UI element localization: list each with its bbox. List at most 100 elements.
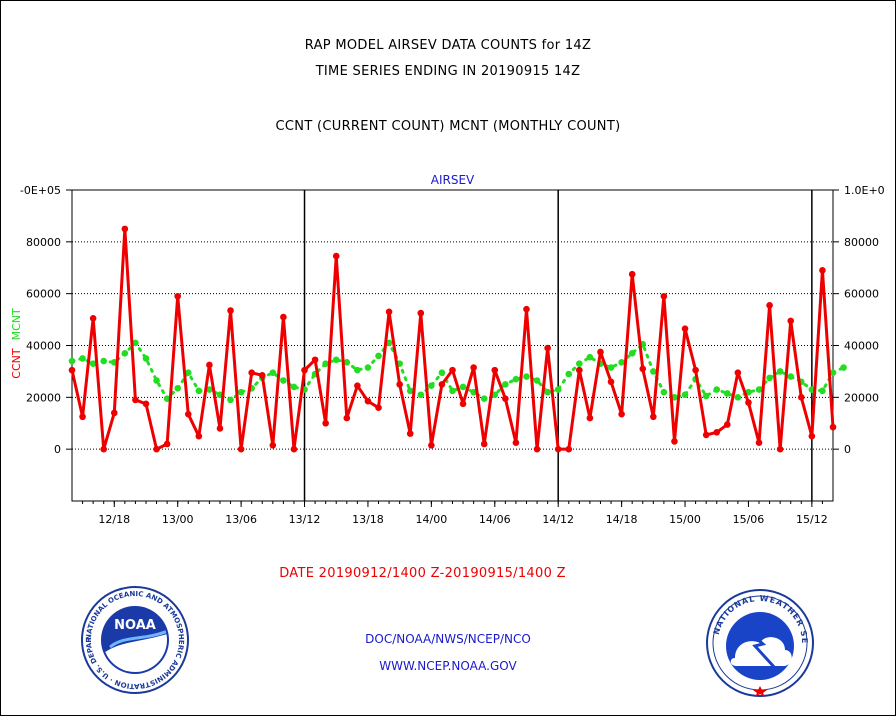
data-point-ccnt (68, 366, 76, 374)
data-point-ccnt (724, 421, 731, 428)
data-point-mcnt (121, 349, 129, 357)
data-point-mcnt (544, 388, 551, 396)
data-point-ccnt (280, 313, 287, 321)
x-tick-label: 15/06 (733, 513, 765, 526)
data-point-mcnt (438, 369, 446, 377)
y-axis-label-mcnt: MCNT (10, 308, 23, 340)
data-point-ccnt (639, 365, 647, 373)
data-point-ccnt (237, 445, 245, 453)
y-tick-label-left: 0 (54, 443, 61, 456)
data-point-ccnt (184, 410, 192, 418)
x-tick-label: 14/12 (542, 513, 574, 526)
data-point-ccnt (89, 314, 97, 322)
data-point-ccnt (364, 397, 372, 405)
noaa-logo: NATIONAL OCEANIC AND ATMOSPHERIC ADMINIS… (80, 585, 189, 694)
data-point-mcnt (480, 395, 488, 402)
chart-title-line1: RAP MODEL AIRSEV DATA COUNTS for 14Z (304, 38, 592, 53)
data-point-mcnt (776, 368, 784, 375)
data-point-ccnt (787, 317, 795, 325)
data-point-ccnt (797, 394, 805, 401)
data-point-mcnt (660, 388, 668, 396)
data-point-ccnt (227, 307, 234, 314)
data-point-ccnt (428, 441, 435, 449)
data-point-mcnt (322, 360, 329, 367)
data-point-mcnt (840, 364, 847, 371)
data-point-mcnt (184, 369, 192, 377)
chart-title-line3: CCNT (CURRENT COUNT) MCNT (MONTHLY COUNT… (275, 119, 621, 134)
y-axis-label-ccnt: CCNT (10, 348, 23, 379)
data-point-ccnt (311, 356, 319, 364)
x-tick-label: 14/18 (606, 513, 638, 526)
data-point-ccnt (417, 309, 425, 317)
data-point-mcnt (237, 388, 245, 396)
data-point-ccnt (79, 413, 86, 421)
data-point-mcnt (724, 390, 731, 397)
data-point-mcnt (512, 375, 520, 383)
data-point-mcnt (142, 355, 150, 362)
y-tick-label-left: 80000 (26, 236, 61, 249)
data-point-mcnt (428, 382, 435, 389)
data-point-ccnt (480, 440, 488, 448)
footer-url: WWW.NCEP.NOAA.GOV (379, 659, 517, 673)
data-point-ccnt (523, 305, 530, 313)
y-tick-label-right: 1.0E+0 (844, 184, 885, 197)
data-point-ccnt (491, 366, 499, 374)
data-point-mcnt (449, 387, 456, 395)
data-point-ccnt (100, 445, 108, 453)
data-point-mcnt (132, 339, 139, 347)
x-tick-label: 14/00 (416, 513, 448, 526)
data-point-ccnt (671, 438, 678, 445)
data-point-ccnt (396, 381, 403, 388)
data-point-mcnt (206, 386, 213, 393)
data-point-ccnt (829, 423, 837, 431)
x-tick-label: 13/06 (225, 513, 257, 526)
data-point-ccnt (163, 440, 171, 448)
data-point-ccnt (290, 445, 298, 453)
data-point-ccnt (438, 381, 446, 388)
data-point-mcnt (533, 377, 541, 384)
data-point-ccnt (449, 366, 456, 374)
noaa-logo-name: NOAA (114, 618, 156, 633)
data-point-ccnt (512, 439, 520, 446)
data-point-ccnt (650, 413, 657, 421)
data-point-ccnt (322, 419, 329, 427)
data-point-ccnt (755, 439, 763, 446)
data-point-ccnt (565, 445, 573, 453)
data-point-mcnt (829, 369, 837, 377)
data-point-mcnt (79, 355, 86, 362)
x-tick-label: 12/18 (98, 513, 130, 526)
data-point-mcnt (375, 352, 382, 360)
data-point-ccnt (597, 348, 604, 356)
data-point-mcnt (755, 386, 763, 393)
data-point-ccnt (216, 425, 224, 432)
nws-logo: NATIONAL WEATHER SERVICE (705, 588, 814, 697)
data-point-mcnt (100, 357, 108, 365)
data-point-ccnt (301, 366, 308, 374)
y-tick-label-right: 60000 (844, 288, 879, 301)
data-point-ccnt (734, 369, 742, 377)
data-point-ccnt (375, 404, 382, 412)
data-point-ccnt (459, 400, 467, 408)
data-point-ccnt (470, 364, 477, 371)
data-point-ccnt (702, 431, 710, 439)
data-point-mcnt (734, 394, 742, 401)
data-point-mcnt (628, 349, 636, 357)
x-tick-label: 15/12 (796, 513, 828, 526)
x-tick-label: 13/00 (162, 513, 194, 526)
data-point-mcnt (174, 384, 181, 392)
y-tick-label-right: 20000 (844, 391, 879, 404)
data-point-ccnt (554, 445, 562, 453)
y-tick-label-right: 0 (844, 443, 851, 456)
data-point-ccnt (776, 445, 784, 453)
y-tick-label-right: 80000 (844, 236, 879, 249)
data-point-mcnt (68, 357, 76, 365)
data-point-ccnt (713, 429, 721, 436)
y-tick-label-left: 40000 (26, 340, 61, 353)
data-point-mcnt (586, 353, 594, 361)
data-point-mcnt (713, 386, 721, 393)
y-tick-label-left: 20000 (26, 391, 61, 404)
data-point-ccnt (808, 432, 816, 440)
x-tick-label: 15/00 (669, 513, 701, 526)
data-point-mcnt (269, 369, 277, 377)
chart-title-line2: TIME SERIES ENDING IN 20190915 14Z (315, 64, 581, 79)
